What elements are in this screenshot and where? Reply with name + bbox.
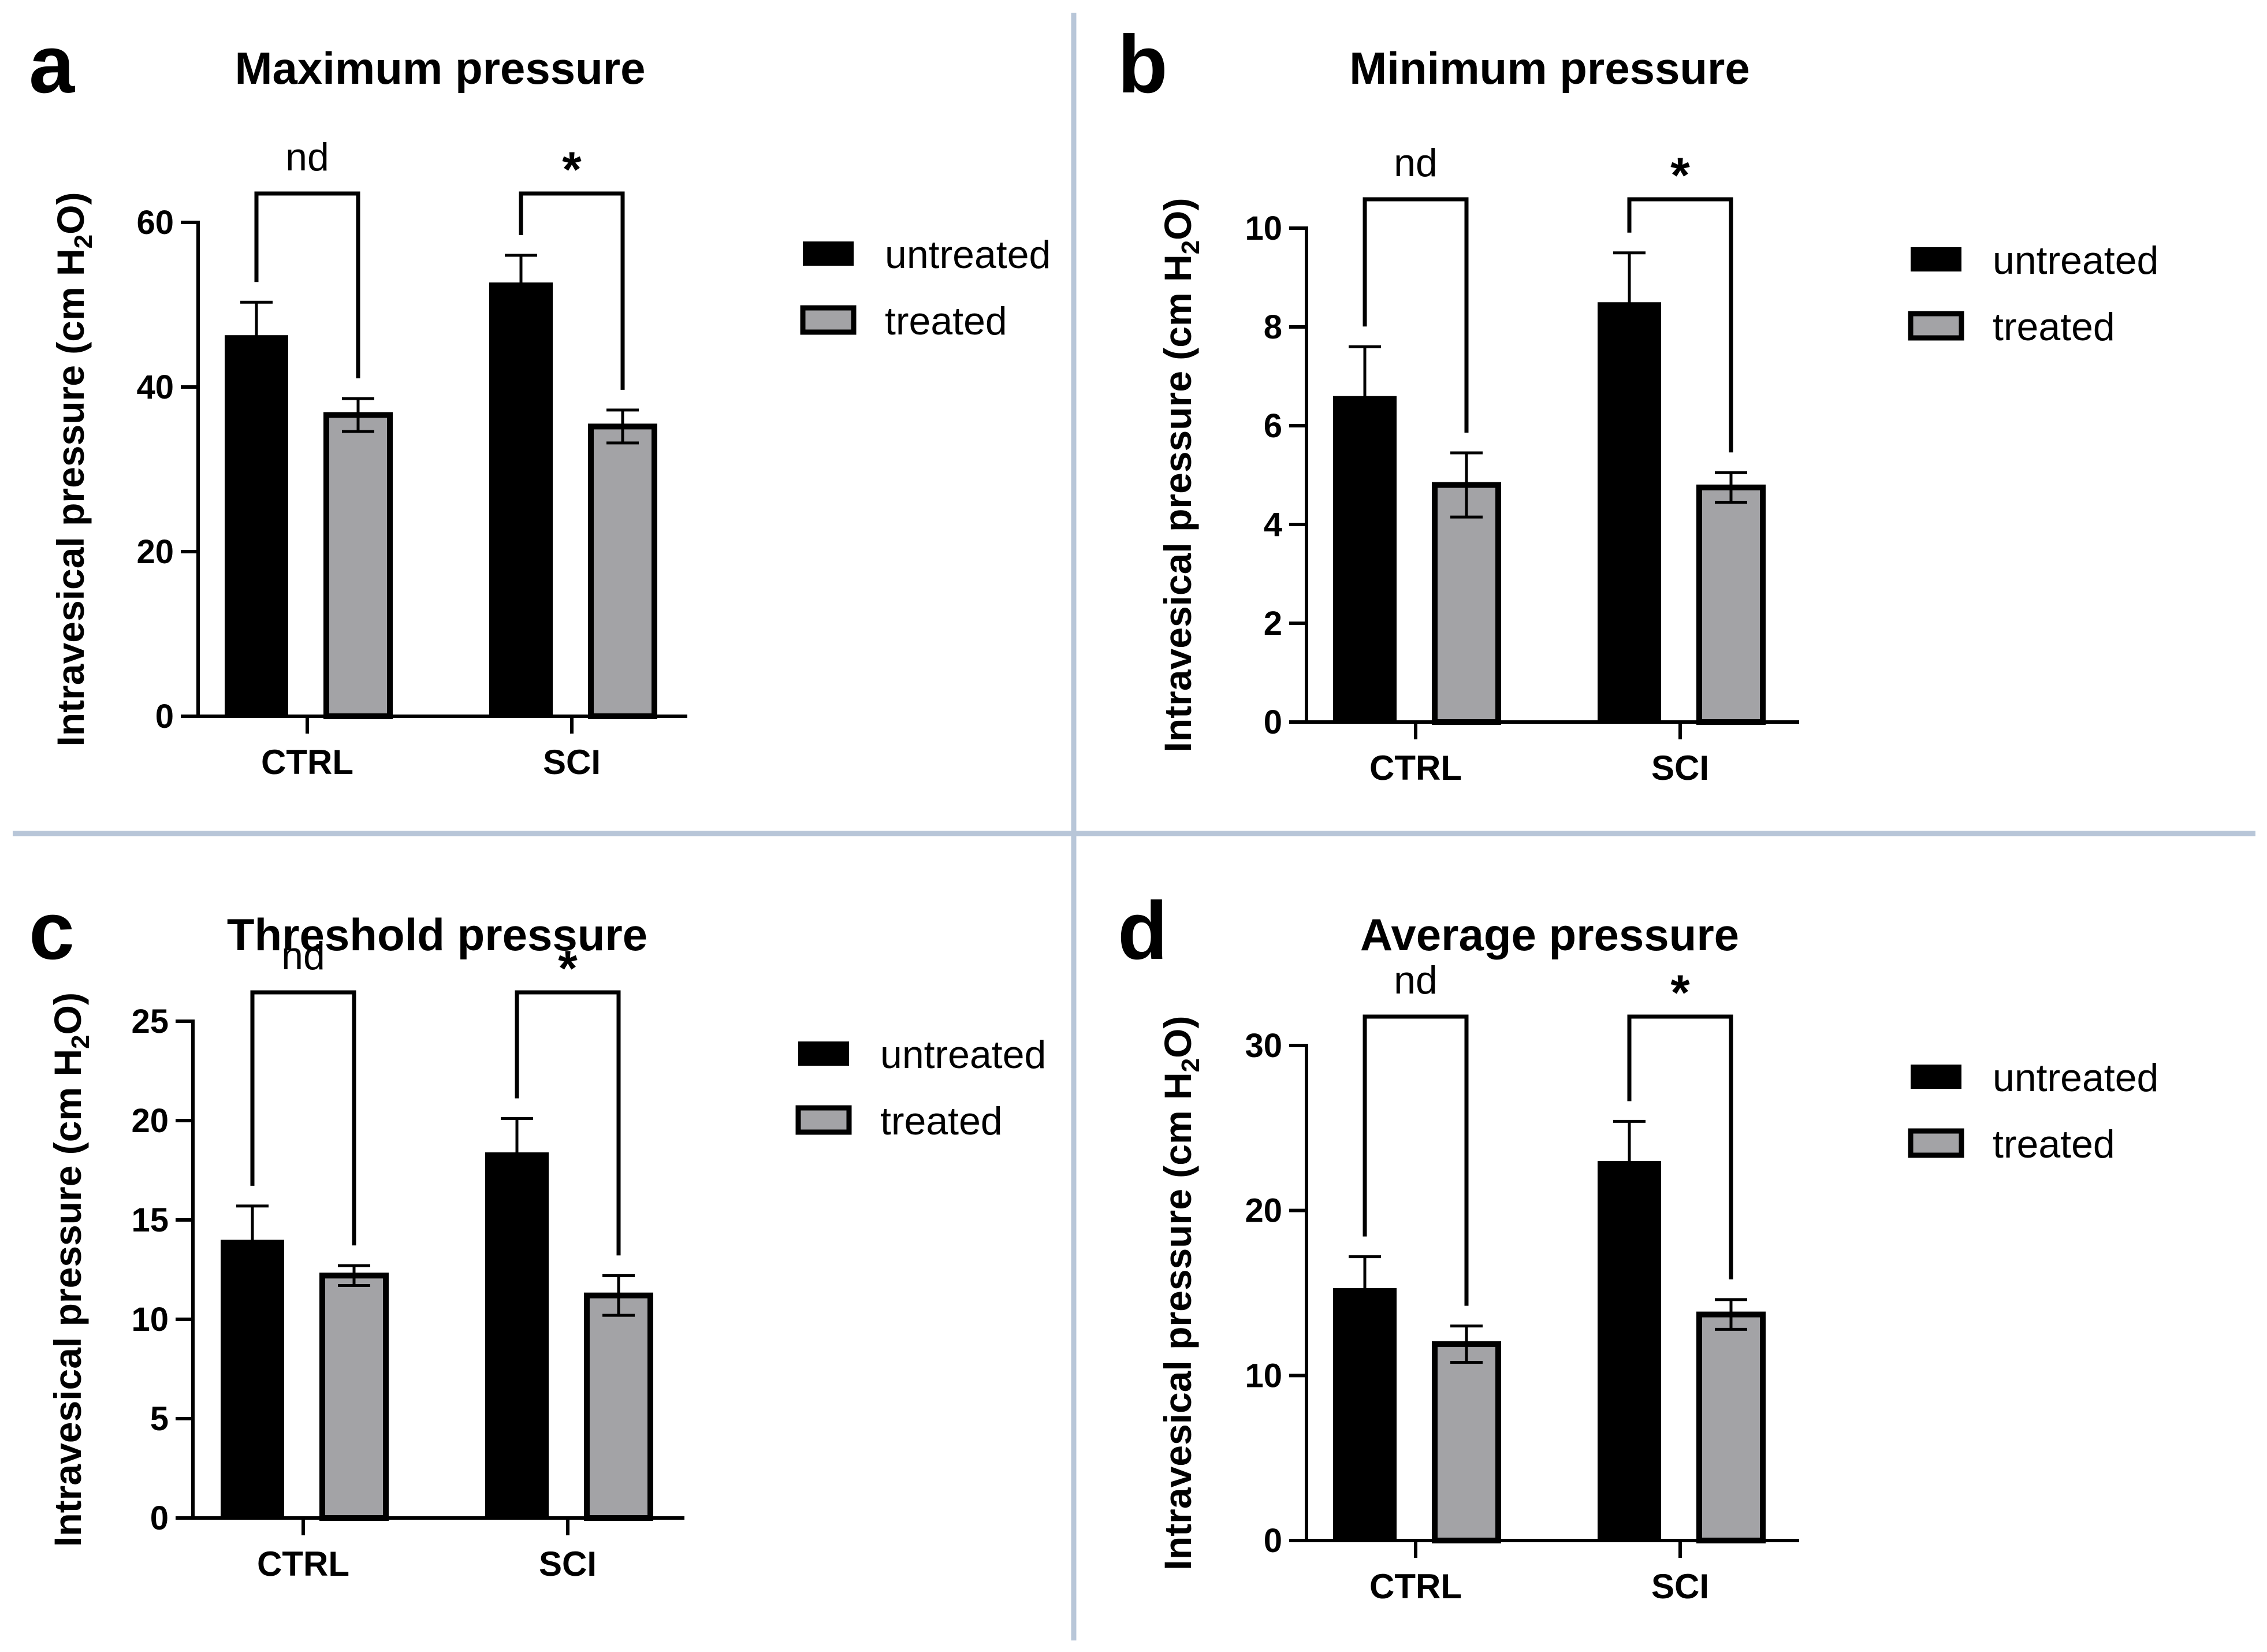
chart-title: Average pressure [1360, 909, 1739, 960]
bar-untreated-ctrl [1333, 1288, 1397, 1541]
legend-swatch-untreated [803, 241, 854, 266]
chart-title: Maximum pressure [235, 43, 646, 94]
significance-label: nd [1394, 141, 1438, 185]
bar-treated-sci [584, 1292, 653, 1521]
bar-untreated-ctrl [221, 1240, 284, 1518]
y-tick-label: 0 [1264, 1522, 1282, 1560]
y-tick-label: 8 [1264, 308, 1282, 346]
significance-bracket [515, 990, 621, 1256]
panel-c: c Threshold pressure Intravesical pressure… [29, 885, 1046, 1583]
x-tick-label: CTRL [1369, 749, 1462, 787]
bar-treated-ctrl [323, 412, 393, 719]
significance-label: * [1670, 148, 1690, 203]
y-tick-label: 60 [136, 204, 174, 241]
x-tick-label: SCI [1651, 1567, 1709, 1606]
legend-swatch-treated [1908, 311, 1964, 341]
chart-title: Threshold pressure [227, 909, 647, 960]
panel-letter: a [29, 18, 75, 110]
legend-label-untreated: untreated [1993, 1056, 2158, 1100]
y-tick-label: 2 [1264, 605, 1282, 642]
y-tick-label: 20 [1245, 1192, 1282, 1230]
y-tick-label: 10 [1245, 210, 1282, 247]
significance-bracket [250, 990, 356, 1246]
legend-label-untreated: untreated [885, 233, 1051, 277]
bar-treated-sci [1696, 484, 1766, 725]
y-tick-label: 0 [1264, 704, 1282, 741]
bar-untreated-sci [485, 1152, 549, 1518]
y-tick-label: 25 [131, 1003, 169, 1040]
legend-label-treated: treated [885, 299, 1007, 343]
y-axis-label: Intravesical pressure (cm H2O) [46, 992, 95, 1547]
significance-bracket [254, 191, 360, 378]
significance-label: * [562, 142, 582, 198]
y-tick-label: 10 [131, 1301, 169, 1338]
legend: untreated treated [795, 1033, 1046, 1143]
legend: untreated treated [800, 233, 1051, 343]
bar-treated-sci [1696, 1311, 1766, 1544]
x-tick-label: CTRL [261, 743, 353, 782]
x-tick-label: SCI [543, 743, 601, 782]
significance-bracket [1363, 197, 1469, 433]
x-tick-label: CTRL [1369, 1567, 1462, 1606]
x-tick-label: SCI [1651, 749, 1709, 787]
significance-label: nd [281, 934, 325, 978]
legend-label-treated: treated [880, 1099, 1003, 1143]
chart-title: Minimum pressure [1349, 43, 1750, 94]
y-tick-label: 0 [155, 698, 174, 735]
y-tick-label: 6 [1264, 407, 1282, 445]
y-tick-label: 5 [150, 1400, 169, 1438]
legend-label-untreated: untreated [880, 1033, 1046, 1077]
panel-a: a Maximum pressure Intravesical pressure (… [29, 18, 1051, 782]
legend: untreated treated [1908, 239, 2158, 349]
legend-swatch-treated [1908, 1128, 1964, 1158]
x-tick-label: SCI [539, 1545, 597, 1583]
panel-b: b Minimum pressure Intravesical pressure (… [1118, 18, 2158, 787]
significance-label: nd [1394, 958, 1438, 1002]
y-tick-label: 40 [136, 369, 174, 406]
legend-swatch-treated [795, 1105, 852, 1135]
y-axis-label: Intravesical pressure (cm H2O) [49, 192, 98, 747]
legend-swatch-untreated [798, 1041, 849, 1066]
y-axis-label: Intravesical pressure (cm H2O) [1156, 198, 1205, 753]
legend-swatch-untreated [1911, 1065, 1961, 1089]
y-tick-label: 20 [131, 1102, 169, 1140]
y-axis-label: Intravesical pressure (cm H2O) [1156, 1016, 1205, 1571]
y-tick-label: 30 [1245, 1027, 1282, 1065]
panel-letter: b [1118, 18, 1168, 110]
legend-swatch-untreated [1911, 247, 1961, 271]
panel-letter: d [1118, 885, 1168, 977]
significance-label: nd [285, 135, 329, 179]
bar-treated-ctrl [319, 1273, 389, 1521]
significance-bracket [1627, 1014, 1733, 1279]
panel-d: d Average pressure Intravesical pressure (… [1118, 885, 2158, 1606]
x-tick-label: CTRL [257, 1545, 349, 1583]
significance-label: * [1670, 965, 1690, 1021]
y-tick-label: 10 [1245, 1357, 1282, 1394]
panel-letter: c [29, 885, 75, 977]
bar-untreated-ctrl [225, 335, 288, 716]
y-tick-label: 15 [131, 1201, 169, 1239]
y-tick-label: 0 [150, 1500, 169, 1537]
legend: untreated treated [1908, 1056, 2158, 1166]
bar-treated-ctrl [1432, 1341, 1501, 1543]
bar-treated-sci [588, 423, 657, 720]
legend-label-treated: treated [1993, 305, 2115, 349]
significance-bracket [519, 191, 625, 390]
significance-bracket [1627, 197, 1733, 453]
legend-label-treated: treated [1993, 1122, 2115, 1166]
bar-untreated-ctrl [1333, 396, 1397, 722]
y-tick-label: 20 [136, 533, 174, 571]
bar-treated-ctrl [1432, 482, 1501, 725]
bar-untreated-sci [1598, 302, 1661, 722]
legend-swatch-treated [800, 305, 857, 335]
significance-bracket [1363, 1014, 1469, 1306]
significance-label: * [558, 941, 578, 996]
bar-untreated-sci [1598, 1160, 1661, 1541]
legend-label-untreated: untreated [1993, 239, 2158, 282]
y-tick-label: 4 [1264, 506, 1282, 544]
bar-untreated-sci [489, 282, 553, 716]
